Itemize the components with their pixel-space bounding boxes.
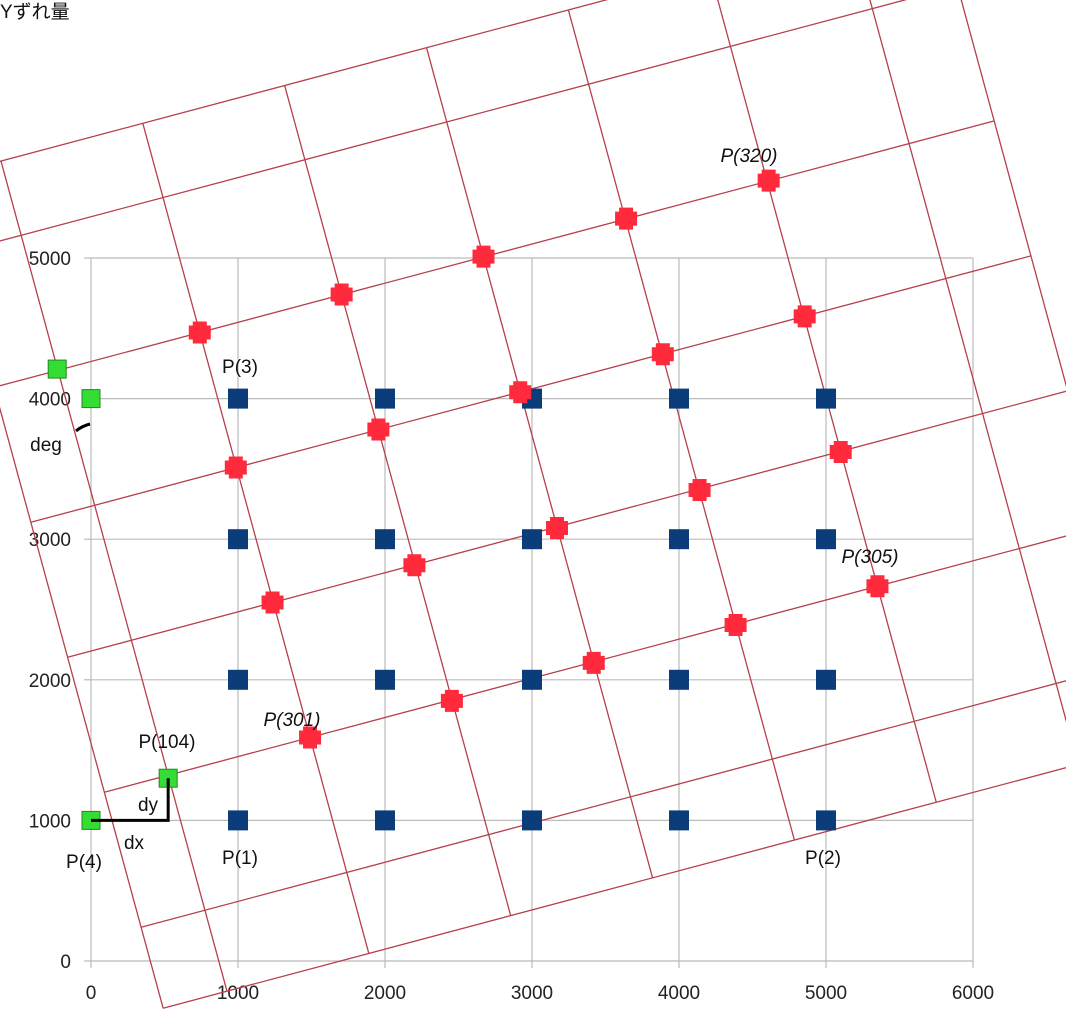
measured-point (472, 245, 495, 268)
x-tick-label: 6000 (952, 983, 994, 1004)
label-p1: P(1) (222, 848, 258, 869)
rotated-grid-line-v (869, 0, 1066, 723)
rotated-grid-line-v (0, 160, 228, 992)
label-deg: deg (30, 435, 62, 456)
x-tick-label: 0 (86, 983, 97, 1004)
y-tick-label: 5000 (29, 249, 71, 270)
y-tick-label: 1000 (29, 811, 71, 832)
y-tick-label: 3000 (29, 530, 71, 551)
label-p104: P(104) (138, 732, 195, 753)
ideal-point (816, 669, 836, 690)
measured-point (545, 516, 568, 539)
axes: 0 1000 2000 3000 4000 5000 6000 0 1000 2000 3000 40… (29, 249, 994, 1004)
ideal-point (228, 669, 248, 690)
measured-point (582, 651, 605, 674)
measured-point (829, 441, 852, 464)
label-p301: P(301) (263, 710, 320, 731)
rotated-grid-line-v (425, 47, 654, 879)
measured-point (509, 381, 532, 404)
label-dx: dx (124, 833, 145, 854)
measured-point (793, 305, 816, 328)
ideal-point (375, 810, 395, 831)
rotated-grid-border-right (960, 0, 1066, 388)
measured-point (757, 169, 780, 192)
reference-point (81, 389, 101, 409)
ideal-point (669, 669, 689, 690)
y-tick-label: 2000 (29, 671, 71, 692)
measured-point (688, 478, 711, 501)
y-axis-label: Yずれ量 (0, 1, 70, 23)
y-tick-label: 0 (60, 952, 71, 973)
rotated-grid-border-bottom (162, 767, 1066, 1009)
measured-point (224, 456, 247, 479)
x-tick-label: 2000 (364, 983, 406, 1004)
reference-point (47, 359, 67, 379)
rotated-grid-line-top (0, 0, 609, 163)
measured-point (299, 726, 322, 749)
ideal-point (228, 388, 248, 409)
rotated-grid-line-h (0, 120, 995, 387)
rotated-grid-line-h (140, 680, 1066, 928)
measured-point (615, 207, 638, 230)
x-tick-label: 4000 (658, 983, 700, 1004)
measured-point (403, 554, 426, 577)
dx-dy-bracket (91, 778, 170, 822)
rotated-grid-line-v (717, 0, 937, 803)
ideal-point (816, 529, 836, 550)
rotated-grid-line-v (567, 9, 796, 841)
ideal-point (522, 529, 542, 550)
measured-point (188, 321, 211, 344)
measured-point (261, 591, 284, 614)
ideal-point (669, 810, 689, 831)
label-p3: P(3) (222, 357, 258, 378)
label-p4: P(4) (66, 852, 102, 873)
x-tick-label: 5000 (805, 983, 847, 1004)
measured-point (367, 418, 390, 441)
ideal-point (228, 529, 248, 550)
y-tick-label: 4000 (29, 390, 71, 411)
measured-points (188, 169, 889, 749)
ideal-point (375, 669, 395, 690)
measured-point (440, 689, 463, 712)
measured-point (724, 613, 747, 636)
ideal-point (669, 529, 689, 550)
ideal-point (816, 810, 836, 831)
measured-point (651, 343, 674, 366)
rotated-grid-line-h (0, 0, 908, 242)
ideal-points (228, 388, 836, 831)
rotated-grid-line-v (284, 85, 512, 916)
label-dy: dy (138, 795, 159, 816)
rotated-grid-border-left (0, 406, 164, 1009)
ideal-point (669, 388, 689, 409)
x-tick-label: 3000 (511, 983, 553, 1004)
ideal-point (522, 810, 542, 831)
ideal-point (228, 810, 248, 831)
ideal-point (375, 529, 395, 550)
ideal-point (816, 388, 836, 409)
ideal-point (375, 388, 395, 409)
deg-arc (75, 422, 91, 433)
measured-point (866, 575, 889, 598)
label-p305: P(305) (841, 547, 898, 568)
measured-point (330, 283, 353, 306)
label-p320: P(320) (720, 146, 777, 167)
ideal-point (522, 669, 542, 690)
rotated-grid-line-v (142, 123, 370, 954)
reference-points (47, 359, 178, 830)
label-p2: P(2) (805, 848, 841, 869)
annotations: Yずれ量 P(3) P(104) P(4) P(1) P(2) P(301) P(305) P… (0, 1, 899, 873)
x-tick-label: 1000 (217, 983, 259, 1004)
